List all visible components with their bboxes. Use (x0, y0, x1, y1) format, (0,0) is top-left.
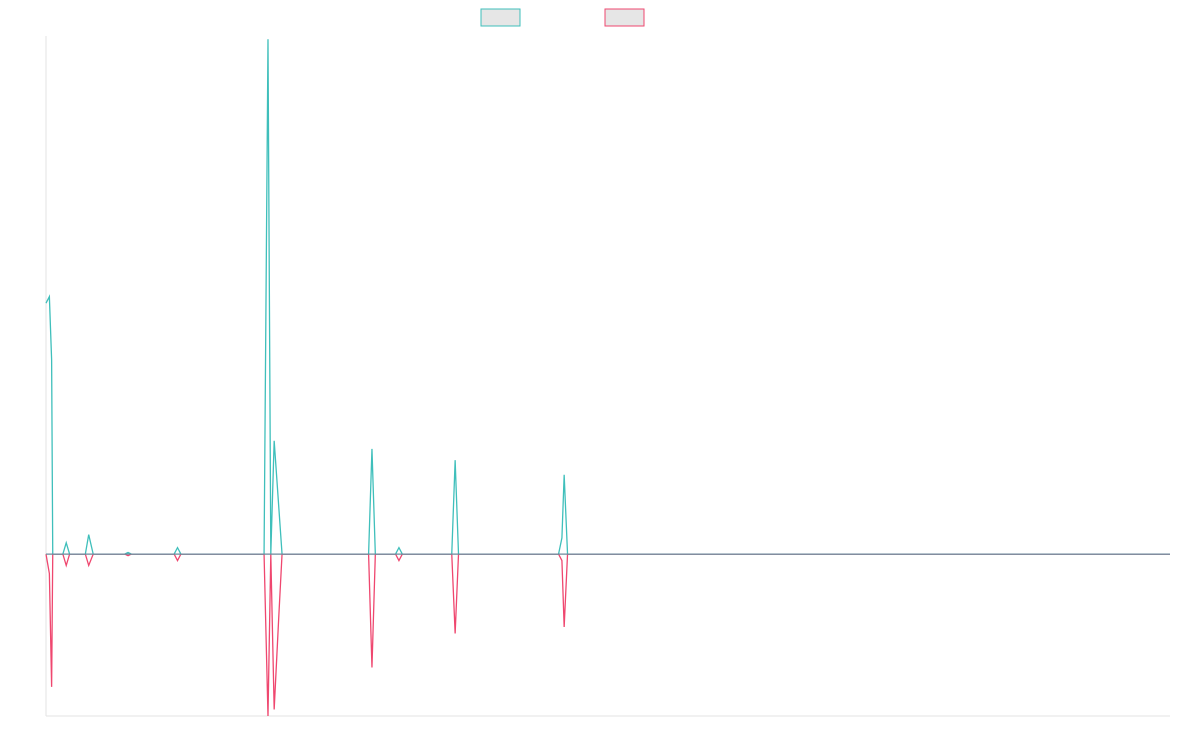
series-line-2 (45, 553, 1170, 717)
axes (45, 36, 1170, 717)
series-line-1 (45, 39, 1170, 555)
plot-area (45, 39, 1170, 717)
legend-swatch-2 (604, 8, 645, 27)
legend (480, 8, 645, 27)
legend-swatch-1 (480, 8, 521, 27)
